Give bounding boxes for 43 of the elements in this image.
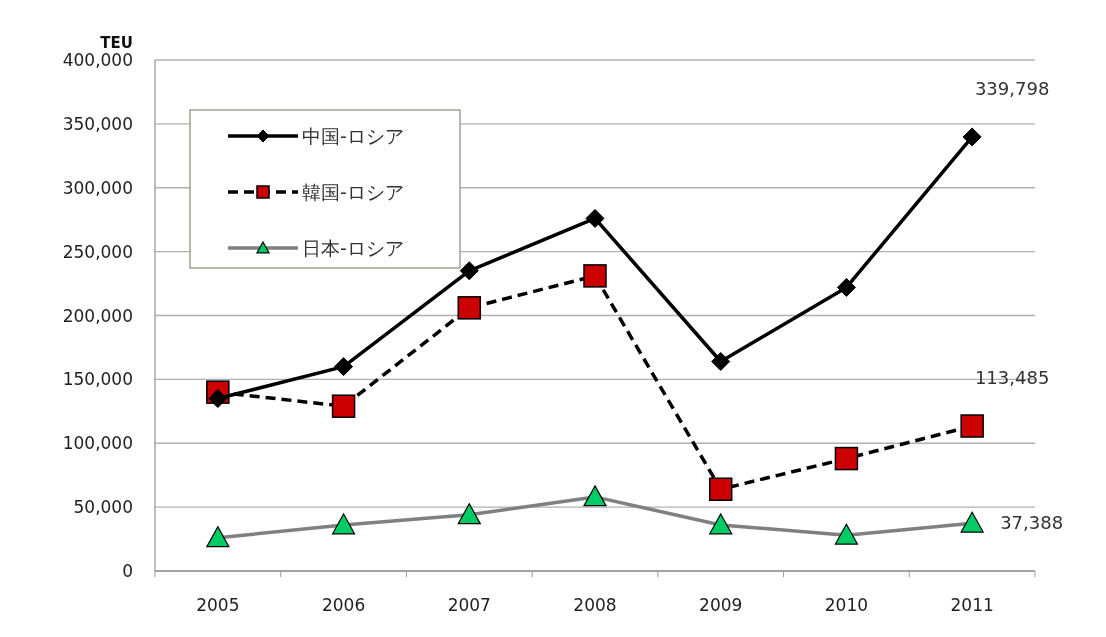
point <box>206 526 230 548</box>
y-tick-label: 250,000 <box>62 241 133 262</box>
x-tick-label: 2006 <box>321 595 366 615</box>
point <box>585 208 605 228</box>
x-tick-label: 2005 <box>196 595 240 615</box>
data-label: 339,798 <box>974 77 1050 99</box>
point <box>711 351 731 371</box>
point <box>836 277 856 297</box>
y-axis-title: TEU <box>100 34 133 52</box>
point <box>960 414 984 438</box>
point <box>583 264 607 288</box>
point <box>834 446 859 471</box>
legend-label: 中国-ロシア <box>302 125 404 147</box>
point <box>331 513 356 535</box>
point <box>962 127 982 147</box>
point <box>457 296 482 320</box>
data-label: 113,485 <box>974 367 1050 389</box>
point <box>334 357 354 377</box>
legend-label: 韓国-ロシア <box>302 181 404 203</box>
x-tick-label: 2009 <box>699 595 743 615</box>
y-tick-label: 50,000 <box>73 497 133 518</box>
point <box>583 485 607 507</box>
point <box>708 477 733 501</box>
y-tick-label: 100,000 <box>62 433 133 454</box>
y-tick-label: 0 <box>122 561 133 581</box>
point <box>709 513 733 535</box>
y-tick-label: 350,000 <box>62 113 133 134</box>
y-tick-label: 400,000 <box>62 50 133 70</box>
x-tick-label: 2008 <box>573 595 617 615</box>
x-tick-label: 2011 <box>950 595 994 615</box>
data-label: 37,388 <box>1000 512 1064 534</box>
point <box>834 523 859 545</box>
point <box>457 503 481 525</box>
x-tick-label: 2007 <box>447 595 491 615</box>
point <box>459 261 479 281</box>
legend-label: 日本-ロシア <box>302 237 404 259</box>
x-tick-label: 2010 <box>824 595 869 615</box>
y-tick-label: 150,000 <box>62 369 133 390</box>
y-tick-label: 200,000 <box>62 305 133 326</box>
point <box>331 394 356 418</box>
point <box>960 511 984 533</box>
y-tick-label: 300,000 <box>62 177 133 198</box>
point <box>208 389 228 409</box>
